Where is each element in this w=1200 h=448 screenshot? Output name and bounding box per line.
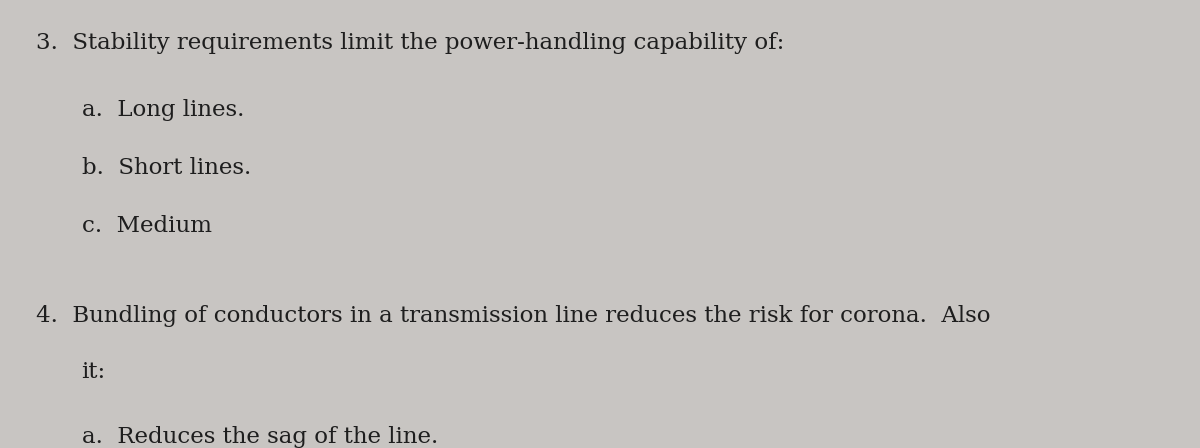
Text: 3.  Stability requirements limit the power-handling capability of:: 3. Stability requirements limit the powe…	[36, 32, 785, 54]
Text: a.  Reduces the sag of the line.: a. Reduces the sag of the line.	[82, 426, 438, 448]
Text: a.  Long lines.: a. Long lines.	[82, 99, 244, 121]
Text: 4.  Bundling of conductors in a transmission line reduces the risk for corona.  : 4. Bundling of conductors in a transmiss…	[36, 305, 990, 327]
Text: it:: it:	[82, 361, 106, 383]
Text: c.  Medium: c. Medium	[82, 215, 211, 237]
Text: b.  Short lines.: b. Short lines.	[82, 157, 251, 179]
